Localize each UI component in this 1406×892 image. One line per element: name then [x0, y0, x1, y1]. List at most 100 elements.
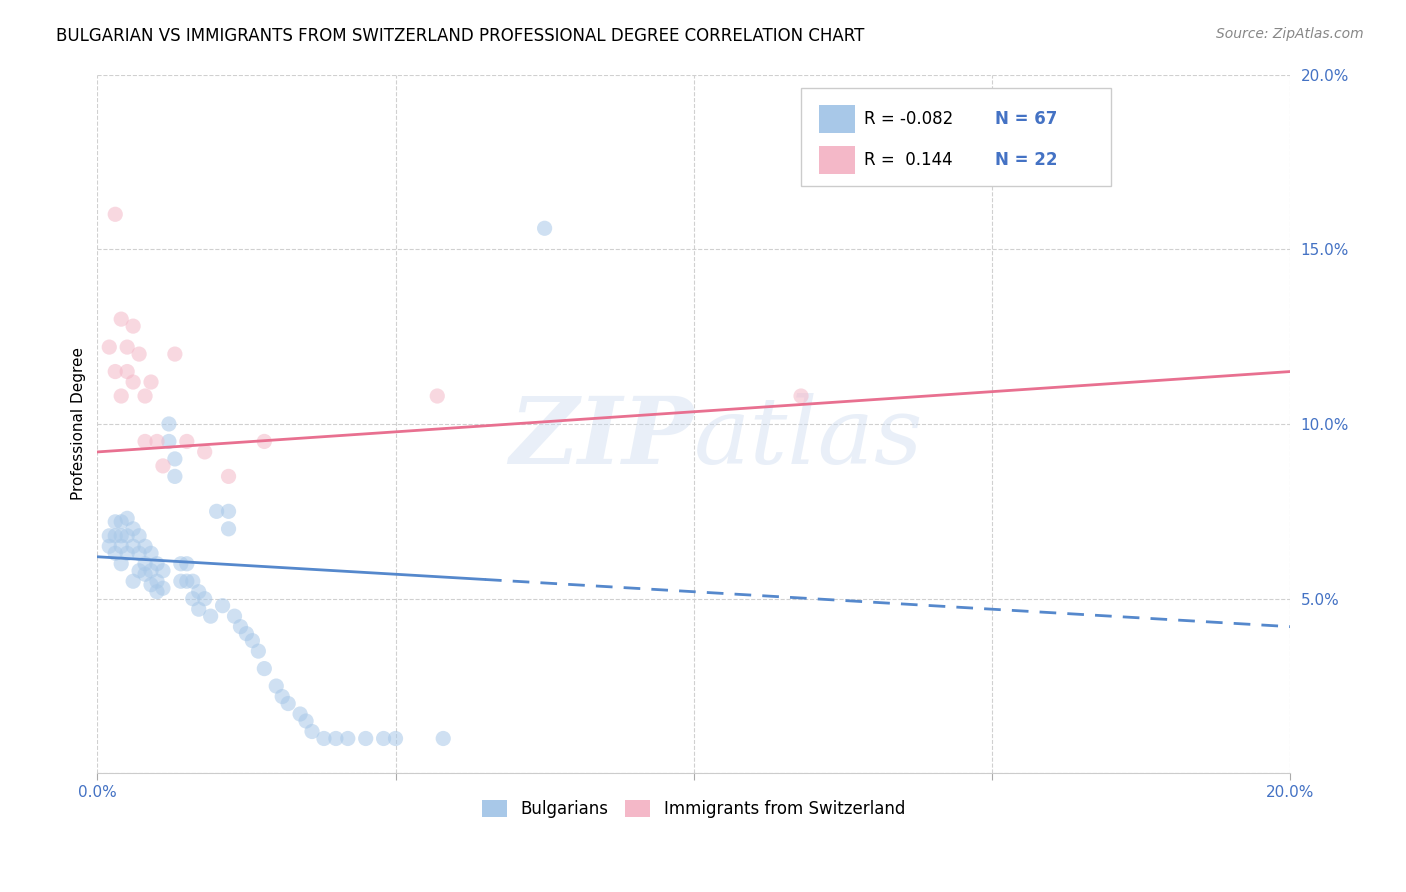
Point [134, 567, 156, 582]
Point [122, 574, 145, 589]
Point [426, 389, 449, 403]
Point [163, 347, 186, 361]
Legend: Bulgarians, Immigrants from Switzerland: Bulgarians, Immigrants from Switzerland [475, 793, 911, 824]
Point [128, 347, 150, 361]
Point [312, 731, 335, 746]
FancyBboxPatch shape [818, 105, 855, 133]
Point [218, 469, 240, 483]
Point [235, 626, 257, 640]
Point [218, 522, 240, 536]
Text: ZIP: ZIP [509, 393, 693, 483]
Point [115, 546, 138, 560]
Point [110, 557, 132, 571]
Point [115, 511, 138, 525]
Point [139, 546, 162, 560]
Point [384, 731, 406, 746]
Point [176, 557, 198, 571]
Point [533, 221, 555, 235]
Point [115, 529, 138, 543]
Point [104, 546, 127, 560]
Point [146, 557, 169, 571]
Point [253, 662, 276, 676]
Point [146, 584, 169, 599]
Point [163, 451, 186, 466]
Point [115, 340, 138, 354]
Point [98, 539, 121, 553]
Point [218, 504, 240, 518]
Point [181, 574, 204, 589]
Point [128, 564, 150, 578]
Point [139, 375, 162, 389]
Text: N = 22: N = 22 [995, 151, 1057, 169]
Point [176, 434, 198, 449]
Text: N = 67: N = 67 [995, 111, 1057, 128]
Point [163, 469, 186, 483]
Point [288, 706, 311, 721]
Point [110, 389, 132, 403]
Point [134, 434, 156, 449]
Point [301, 724, 323, 739]
Point [187, 602, 209, 616]
Point [122, 522, 145, 536]
Point [157, 417, 180, 431]
Point [134, 557, 156, 571]
Point [98, 529, 121, 543]
Point [110, 312, 132, 326]
Point [354, 731, 377, 746]
FancyBboxPatch shape [818, 146, 855, 174]
Point [295, 714, 318, 728]
Text: atlas: atlas [693, 393, 924, 483]
Point [152, 564, 174, 578]
Point [170, 557, 193, 571]
Point [110, 529, 132, 543]
Point [790, 389, 813, 403]
Point [325, 731, 347, 746]
Point [122, 375, 145, 389]
Point [146, 434, 169, 449]
Point [187, 584, 209, 599]
Point [194, 445, 217, 459]
Point [176, 574, 198, 589]
Point [373, 731, 395, 746]
Point [115, 365, 138, 379]
Point [277, 697, 299, 711]
Point [98, 340, 121, 354]
Point [336, 731, 359, 746]
FancyBboxPatch shape [801, 88, 1111, 186]
Y-axis label: Professional Degree: Professional Degree [72, 348, 86, 500]
Point [194, 591, 217, 606]
Point [247, 644, 270, 658]
Point [181, 591, 204, 606]
Point [157, 434, 180, 449]
Point [139, 578, 162, 592]
Text: BULGARIAN VS IMMIGRANTS FROM SWITZERLAND PROFESSIONAL DEGREE CORRELATION CHART: BULGARIAN VS IMMIGRANTS FROM SWITZERLAND… [56, 27, 865, 45]
Text: R = -0.082: R = -0.082 [865, 111, 953, 128]
Point [253, 434, 276, 449]
Point [205, 504, 228, 518]
Point [122, 319, 145, 334]
Point [139, 564, 162, 578]
Point [200, 609, 222, 624]
Point [104, 515, 127, 529]
Point [104, 207, 127, 221]
Text: Source: ZipAtlas.com: Source: ZipAtlas.com [1216, 27, 1364, 41]
Point [110, 515, 132, 529]
Point [229, 620, 252, 634]
Point [104, 529, 127, 543]
Point [264, 679, 287, 693]
Point [242, 633, 264, 648]
Point [104, 365, 127, 379]
Point [271, 690, 294, 704]
Text: R =  0.144: R = 0.144 [865, 151, 953, 169]
Point [170, 574, 193, 589]
Point [122, 539, 145, 553]
Point [128, 546, 150, 560]
Point [211, 599, 233, 613]
Point [146, 574, 169, 589]
Point [224, 609, 246, 624]
Point [128, 529, 150, 543]
Point [152, 581, 174, 595]
Point [152, 458, 174, 473]
Point [134, 539, 156, 553]
Point [134, 389, 156, 403]
